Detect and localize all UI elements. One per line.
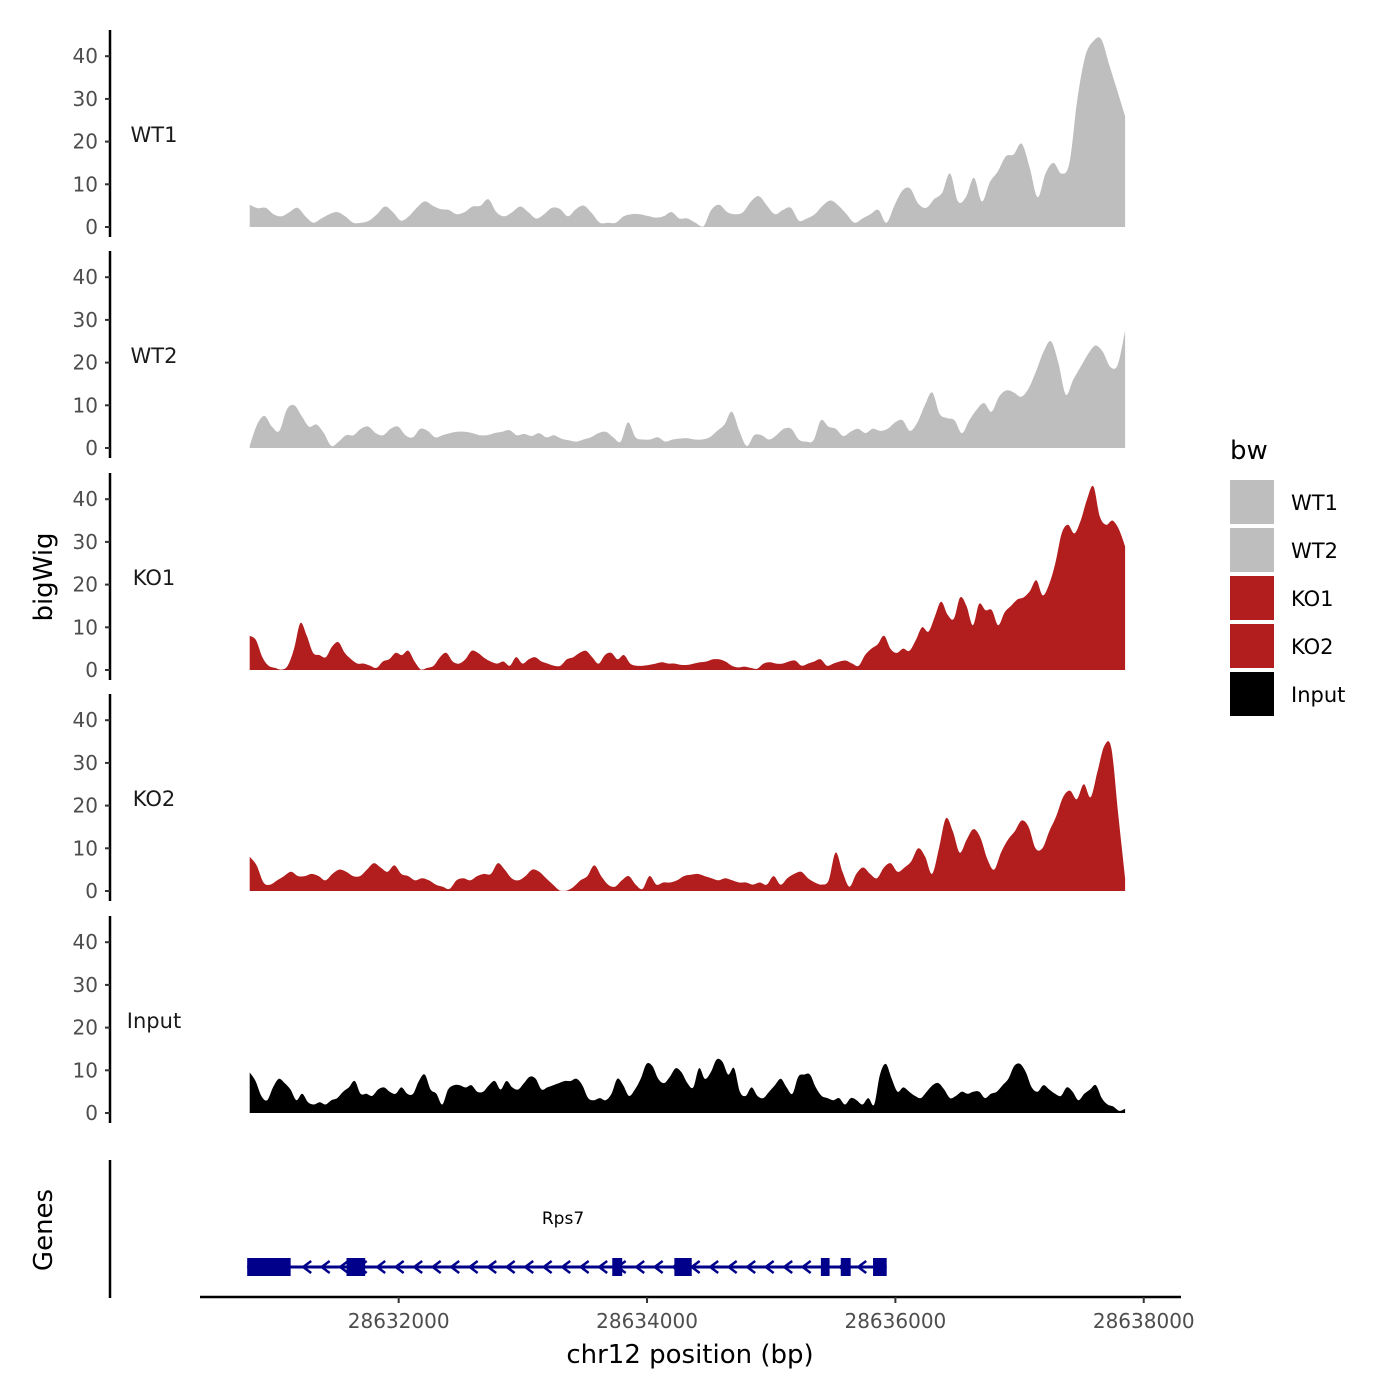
x-axis-title: chr12 position (bp) (566, 1340, 813, 1370)
strand-arrow (412, 1260, 423, 1274)
y-tick-label: 20 (73, 130, 98, 154)
y-tick-label: 40 (73, 487, 98, 511)
strand-arrow (467, 1260, 479, 1274)
gene-exon (346, 1258, 366, 1276)
legend-label-wt1: WT1 (1291, 491, 1338, 515)
gene-exon (674, 1258, 692, 1276)
y-tick-label: 0 (85, 879, 98, 903)
legend-label-ko2: KO2 (1291, 635, 1334, 659)
y-tick-label: 10 (73, 836, 98, 860)
strand-arrow (319, 1260, 331, 1274)
legend-key-ko1 (1230, 576, 1274, 620)
strand-arrow (763, 1260, 775, 1274)
signal-area-input (249, 1058, 1126, 1113)
y-tick-label: 20 (73, 1016, 98, 1040)
y-axis-title: bigWig (29, 532, 59, 621)
strand-arrow (523, 1260, 534, 1274)
track-ko1: 0 10 20 30 40 KO1 (73, 473, 1126, 682)
track-input: 0 10 20 30 40 Input (73, 916, 1126, 1125)
track-label: WT1 (131, 123, 178, 147)
track-label: KO1 (133, 566, 176, 590)
signal-area-wt1 (249, 37, 1126, 227)
y-tick-label: 20 (73, 573, 98, 597)
strand-arrow (560, 1260, 571, 1274)
y-tick-label: 0 (85, 436, 98, 460)
strand-arrow (634, 1260, 645, 1274)
gene-exon (873, 1258, 887, 1276)
strand-arrow (449, 1260, 460, 1274)
track-wt2: 0 10 20 30 40 WT2 (73, 251, 1126, 460)
strand-arrow (745, 1260, 756, 1274)
strand-arrow (301, 1260, 312, 1274)
x-axis: 28632000 28634000 28636000 28638000 (200, 1295, 1195, 1333)
gene-exon (612, 1258, 623, 1276)
signal-area-ko1 (249, 485, 1126, 670)
y-tick-label: 30 (73, 308, 98, 332)
legend-key-wt1 (1230, 480, 1274, 524)
legend-key-wt2 (1230, 528, 1274, 572)
legend-title: bw (1230, 436, 1268, 466)
legend-label-wt2: WT2 (1291, 539, 1338, 563)
strand-arrow (578, 1260, 590, 1274)
x-tick-label: 28634000 (596, 1309, 698, 1333)
y-tick-label: 30 (73, 973, 98, 997)
y-tick-label: 0 (85, 215, 98, 239)
y-tick-label: 30 (73, 87, 98, 111)
strand-arrow (430, 1260, 442, 1274)
track-label: Input (127, 1009, 181, 1033)
gene-exon (820, 1258, 830, 1276)
strand-arrow (486, 1260, 497, 1274)
y-tick-label: 0 (85, 658, 98, 682)
track-ko2: 0 10 20 30 40 KO2 (73, 694, 1126, 903)
strand-arrow (708, 1260, 719, 1274)
strand-arrow (375, 1260, 386, 1274)
y-tick-label: 30 (73, 530, 98, 554)
x-tick-label: 28638000 (1093, 1309, 1195, 1333)
y-tick-label: 10 (73, 1058, 98, 1082)
y-tick-label: 10 (73, 615, 98, 639)
signal-tracks: 0 10 20 30 40 WT1 0 10 20 30 40 WT2 0 10 20 30 40 KO1 0 10 2… (73, 30, 1126, 1125)
x-tick-label: 28636000 (844, 1309, 946, 1333)
gene-exon (247, 1258, 291, 1276)
strand-arrow (800, 1260, 812, 1274)
y-tick-label: 20 (73, 351, 98, 375)
y-tick-label: 40 (73, 708, 98, 732)
strand-arrow (652, 1260, 664, 1274)
strand-arrow (393, 1260, 405, 1274)
strand-arrow (541, 1260, 553, 1274)
y-tick-label: 40 (73, 44, 98, 68)
track-label: WT2 (131, 344, 178, 368)
strand-arrow (504, 1260, 516, 1274)
gene-panel: Rps7 (108, 1160, 887, 1298)
y-tick-label: 30 (73, 751, 98, 775)
strand-arrow (597, 1260, 608, 1274)
y-tick-label: 40 (73, 930, 98, 954)
track-wt1: 0 10 20 30 40 WT1 (73, 30, 1126, 239)
strand-arrow (782, 1260, 793, 1274)
strand-arrow (338, 1260, 349, 1274)
x-tick-label: 28632000 (348, 1309, 450, 1333)
y-tick-label: 20 (73, 794, 98, 818)
y-tick-label: 10 (73, 172, 98, 196)
gene-name-label: Rps7 (542, 1209, 584, 1229)
track-label: KO2 (133, 787, 176, 811)
legend-key-ko2 (1230, 624, 1274, 668)
legend-key-input (1230, 672, 1274, 716)
y-tick-label: 0 (85, 1101, 98, 1125)
gene-panel-label: Genes (29, 1189, 59, 1271)
signal-area-ko2 (249, 741, 1126, 891)
strand-arrow (856, 1260, 867, 1274)
strand-arrow (726, 1260, 738, 1274)
y-tick-label: 10 (73, 393, 98, 417)
y-tick-label: 40 (73, 265, 98, 289)
gene-exon (840, 1258, 851, 1276)
legend-label-input: Input (1291, 683, 1345, 707)
legend: bw WT1 WT2 KO1 KO2 Input (1230, 436, 1345, 716)
signal-area-wt2 (249, 330, 1126, 448)
legend-label-ko1: KO1 (1291, 587, 1334, 611)
